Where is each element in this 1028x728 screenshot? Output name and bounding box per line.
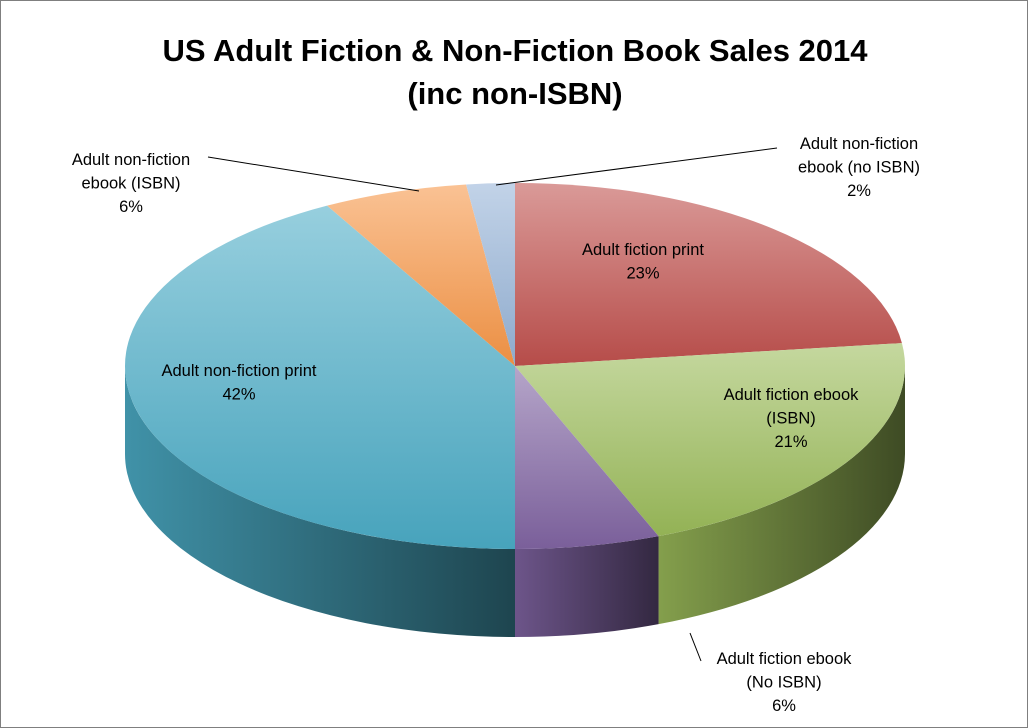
pie-slice-nonfiction-ebook-isbn — [327, 184, 515, 366]
pie-slice-nonfiction-ebook-no-isbn — [466, 183, 515, 366]
pie-slice-nonfiction-print — [124, 205, 516, 550]
pie-sides — [125, 366, 905, 637]
pie-side-nonfiction-print — [125, 366, 515, 637]
pie-slice-fiction-ebook-no-isbn — [515, 366, 659, 549]
chart-title-line-1: US Adult Fiction & Non-Fiction Book Sale… — [162, 33, 868, 68]
leader-line-nonfiction-ebook-isbn — [207, 156, 420, 192]
data-labels: Adult fiction print 23% Adult fiction eboo… — [72, 135, 920, 715]
chart-title-line-2: (inc non-ISBN) — [407, 76, 622, 111]
leader-line-fiction-ebook-no-isbn — [689, 632, 702, 662]
pie-side-fiction-ebook-no-isbn — [515, 536, 659, 637]
pie-slices — [124, 183, 906, 550]
pie-slice-fiction-ebook-isbn — [515, 343, 906, 537]
data-label-nonfiction-ebook-no-isbn: Adult non-fiction ebook (no ISBN) 2% — [798, 135, 920, 200]
leader-line-nonfiction-ebook-no-isbn — [495, 147, 778, 186]
pie-side-fiction-ebook-isbn — [658, 366, 905, 625]
data-label-fiction-print: Adult fiction print 23% — [582, 241, 704, 283]
data-label-fiction-ebook-no-isbn: Adult fiction ebook (No ISBN) 6% — [717, 650, 853, 715]
pie-slice-fiction-print — [515, 183, 902, 366]
data-label-nonfiction-ebook-isbn: Adult non-fiction ebook (ISBN) 6% — [72, 151, 190, 216]
data-label-nonfiction-print: Adult non-fiction print 42% — [161, 362, 316, 404]
data-label-fiction-ebook-isbn: Adult fiction ebook (ISBN) 21% — [724, 386, 860, 451]
leader-lines — [207, 147, 778, 662]
